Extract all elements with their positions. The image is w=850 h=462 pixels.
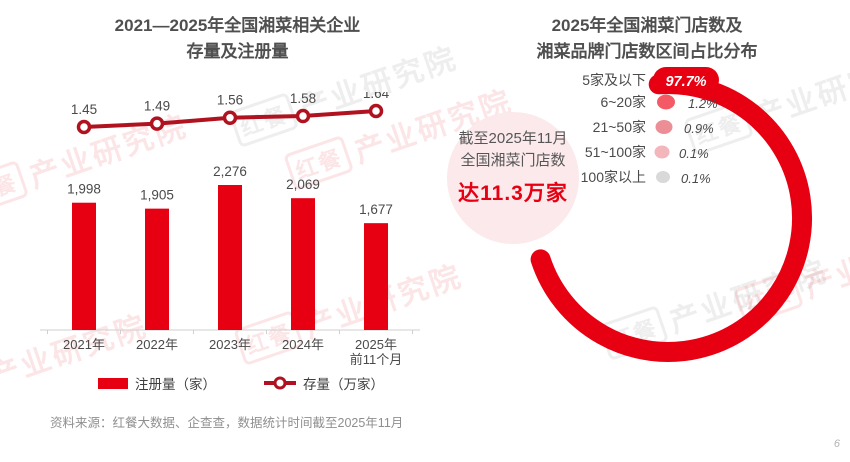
callout-disc [447,112,579,244]
x-axis-label: 2023年 [209,337,251,352]
pie-legend-bubble [655,120,673,134]
pie-value-label: 0.1% [679,146,709,161]
left-chart-title-line2: 存量及注册量 [186,42,289,61]
bar-value-label: 1,677 [359,202,393,217]
right-chart-title-line2: 湘菜品牌门店数区间占比分布 [536,42,758,61]
donut-arc [530,73,813,362]
legend-label-stock: 存量（万家） [303,377,384,392]
callout-line2: 全国湘菜门店数 [460,152,566,169]
line-point-marker [368,103,384,119]
line-point-marker [222,110,238,125]
bar-value-label: 1,905 [140,188,174,203]
x-axis-label: 2021年 [63,337,105,352]
pie-value-label: 97.7% [665,74,706,90]
legend-label-registrations: 注册量（家） [135,377,216,392]
line-value-label: 1.58 [290,92,316,106]
line-value-label: 1.64 [363,92,390,101]
x-axis-label: 2024年 [282,337,324,352]
line-point-marker [76,119,92,135]
pie-legend-label: 100家以上 [581,169,646,185]
callout-highlight: 达11.3万家 [458,182,568,205]
callout-line1: 截至2025年11月 [458,130,568,147]
x-axis-label: 2025年前11个月 [350,337,403,367]
bar-2025年 [364,223,388,330]
legend-item-stock: 存量（万家） [264,373,384,393]
line-point-marker [295,108,311,124]
bar-2021年 [72,202,96,330]
left-chart-title-line1: 2021—2025年全国湘菜相关企业 [114,16,361,35]
pie-value-label: 1.2% [688,96,718,111]
bar-swatch-icon [98,377,128,389]
line-value-label: 1.56 [217,93,243,108]
pie-legend-bubble [656,171,670,183]
right-chart-svg: 5家及以下 6~20家 21~50家 51~100家 100家以上 97.7% 1.2% 0.… [447,67,813,362]
top-share-pill [653,67,719,93]
line-value-label: 1.49 [144,99,170,114]
left-chart-svg: 1,998 2021年 1,905 2022年 2,276 2023年 2,069 2024年… [40,92,420,367]
bar-2023年 [218,185,242,330]
bar-value-label: 2,276 [213,164,247,179]
right-chart-title: 2025年全国湘菜门店数及 湘菜品牌门店数区间占比分布 [452,13,842,65]
bar-2024年 [291,198,315,330]
pie-legend-label: 5家及以下 [582,72,646,88]
left-chart-legend: 注册量（家） 存量（万家） [10,373,430,393]
legend-item-registrations: 注册量（家） [98,373,216,393]
pie-legend-bubble [654,145,670,159]
page-number: 6 [833,438,840,450]
left-chart-title: 2021—2025年全国湘菜相关企业 存量及注册量 [30,13,445,65]
line-value-label: 1.45 [71,102,97,117]
x-axis-label: 2022年 [136,337,178,352]
pie-value-label: 0.1% [681,171,711,186]
pie-value-label: 0.9% [684,121,714,136]
right-chart-title-line1: 2025年全国湘菜门店数及 [551,16,743,35]
pie-legend-label: 21~50家 [593,119,646,135]
pie-legend-label: 6~20家 [600,94,646,110]
bar-value-label: 1,998 [67,182,101,197]
source-note: 资料来源：红餐大数据、企查查，数据统计时间截至2025年11月 [50,416,404,430]
line-marker-icon [264,381,296,385]
line-point-marker [149,116,165,131]
pie-legend-bubble [657,94,675,110]
store-count-callout: 截至2025年11月 全国湘菜门店数 达11.3万家 [437,128,589,207]
bar-2022年 [145,208,169,330]
pie-legend-label: 51~100家 [585,144,646,160]
bar-value-label: 2,069 [286,177,320,192]
